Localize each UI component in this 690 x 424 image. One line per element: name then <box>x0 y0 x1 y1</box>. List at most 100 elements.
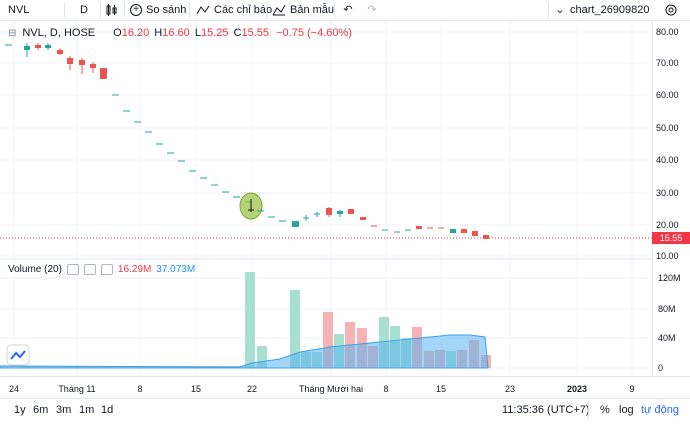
templates-label: Bản mẫu <box>290 4 335 16</box>
candle <box>360 217 366 220</box>
candle <box>90 62 96 73</box>
volume-ma-value: 37.073M <box>156 264 196 275</box>
price-tick: 80.00 <box>656 27 679 37</box>
legend-ohlc: O16.20 H16.60 L15.25 C15.55 −0.75 (−4.60… <box>113 27 352 39</box>
volume-value: 16.29M <box>117 264 152 275</box>
range-6m-button[interactable]: 6m <box>33 404 49 416</box>
settings-button[interactable] <box>664 0 678 20</box>
volume-tick: 80M <box>658 304 676 314</box>
candle <box>450 229 456 233</box>
interval-label: D <box>80 4 88 16</box>
symbol-search-button[interactable]: NVL <box>8 0 29 20</box>
templates-button[interactable]: Bản mẫu <box>272 0 334 20</box>
collapse-icon[interactable]: ⊟ <box>8 27 17 39</box>
volume-legend: Volume (20) 16.29M 37.073M <box>8 264 195 275</box>
candle <box>35 43 41 50</box>
time-tick: 8 <box>137 384 143 394</box>
candle <box>45 43 51 50</box>
top-toolbar: NVL D + So sánh Các chỉ báo Bản mẫu ↶ ↷ … <box>0 0 690 21</box>
compare-icon: + <box>130 4 142 16</box>
tradingview-logo-icon[interactable] <box>6 344 30 366</box>
compare-button[interactable]: + So sánh <box>130 0 186 20</box>
layout-menu-button[interactable]: ⌄ chart_26909820 <box>554 0 650 20</box>
candle <box>67 56 73 70</box>
time-tick: Tháng 11 <box>58 384 96 394</box>
current-price-tag: 15.55 <box>652 232 690 244</box>
templates-icon <box>272 4 286 16</box>
compare-label: So sánh <box>146 4 187 16</box>
candle <box>416 226 422 229</box>
eye-icon[interactable] <box>66 264 79 275</box>
volume-bar <box>245 272 255 368</box>
candlesticks <box>5 43 489 239</box>
undo-button[interactable]: ↶ <box>342 0 354 20</box>
candle <box>461 229 467 233</box>
price-tick: 50.00 <box>656 123 679 133</box>
price-tick: 40.00 <box>656 155 679 165</box>
volume-bar <box>290 290 300 368</box>
clock-display[interactable]: 11:35:36 (UTC+7) <box>502 404 590 416</box>
price-tick: 60.00 <box>656 90 679 100</box>
candle <box>303 215 309 221</box>
candle <box>483 235 489 239</box>
interval-button[interactable]: D <box>80 0 88 20</box>
time-tick: 24 <box>8 384 20 394</box>
percent-toggle[interactable]: % <box>600 404 610 416</box>
candle <box>337 210 343 217</box>
time-axis[interactable] <box>0 376 690 399</box>
undo-icon: ↶ <box>343 4 353 16</box>
volume-tick: 0 <box>658 363 664 373</box>
candle <box>24 43 30 57</box>
bottom-toolbar: 1y 6m 3m 1m 1d 11:35:36 (UTC+7) % log tự… <box>0 398 690 424</box>
log-toggle[interactable]: log <box>619 404 634 416</box>
candle <box>472 231 478 236</box>
volume-ma-area <box>0 334 489 369</box>
volume-title: Volume (20) <box>8 264 62 275</box>
price-axis[interactable] <box>652 21 690 376</box>
settings-icon <box>665 4 677 16</box>
range-1m-button[interactable]: 1m <box>79 404 95 416</box>
range-1d-button[interactable]: 1d <box>101 404 114 416</box>
layout-name: chart_26909820 <box>570 4 650 16</box>
auto-scale-toggle[interactable]: tự động <box>641 404 679 416</box>
grid <box>0 21 652 376</box>
time-tick: Tháng Mười hai <box>299 384 363 394</box>
candle <box>248 199 254 212</box>
time-tick: 2023 <box>566 384 588 394</box>
candle <box>314 212 320 217</box>
candle <box>79 58 85 74</box>
time-tick: 8 <box>383 384 389 394</box>
price-tick: 20.00 <box>656 220 679 230</box>
main-legend: ⊟ NVL, D, HOSE O16.20 H16.60 L15.25 C15.… <box>8 27 352 39</box>
volume-bar <box>323 312 333 368</box>
candle <box>326 207 332 217</box>
time-tick: 15 <box>190 384 202 394</box>
price-tick: 10.00 <box>656 251 679 261</box>
candle <box>57 48 63 55</box>
indicators-button[interactable]: Các chỉ báo <box>196 0 272 20</box>
candle <box>348 209 354 214</box>
volume-bar <box>257 346 267 368</box>
chart-pane[interactable] <box>0 21 652 376</box>
chart-type-button[interactable] <box>105 0 117 20</box>
close-icon[interactable] <box>100 264 113 275</box>
redo-icon: ↷ <box>367 4 377 16</box>
candle <box>100 68 107 79</box>
range-3m-button[interactable]: 3m <box>56 404 72 416</box>
time-tick: 22 <box>246 384 258 394</box>
time-tick: 15 <box>435 384 447 394</box>
time-tick: 23 <box>504 384 516 394</box>
price-tick: 30.00 <box>656 188 679 198</box>
settings-small-icon[interactable] <box>83 264 96 275</box>
chevron-down-icon: ⌄ <box>555 4 565 16</box>
range-1y-button[interactable]: 1y <box>14 404 26 416</box>
time-tick: 9 <box>629 384 635 394</box>
volume-tick: 40M <box>658 333 676 343</box>
indicators-label: Các chỉ báo <box>214 4 273 16</box>
price-tick: 70.00 <box>656 58 679 68</box>
redo-button[interactable]: ↷ <box>366 0 378 20</box>
indicators-icon <box>196 5 210 15</box>
volume-tick: 120M <box>658 273 681 283</box>
candles-icon <box>106 4 117 16</box>
candle <box>292 221 299 227</box>
